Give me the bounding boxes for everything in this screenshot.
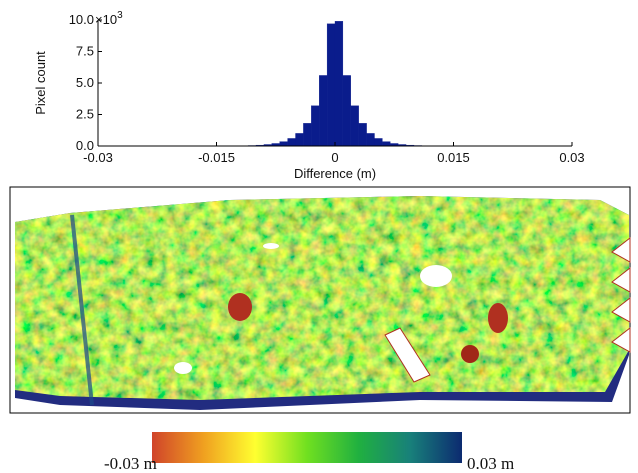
y-multiplier: ×103 [95,10,123,27]
colorbar-min-label: -0.03 m [104,454,157,473]
x-tick-label: 0.015 [437,150,470,165]
bar [287,138,296,147]
x-tick-label: 0.03 [559,150,584,165]
y-tick-label: 0.0 [76,138,94,153]
y-tick-label: 10.0 [69,12,94,27]
y-tick-label: 5.0 [76,75,94,90]
y-tick-label: 2.5 [76,107,94,122]
bar [350,105,359,147]
bar [279,141,288,147]
bar [326,23,336,147]
bar [342,75,351,147]
colorbar [152,432,462,463]
bar [358,123,367,147]
x-tick-label: -0.03 [83,150,113,165]
x-tick-label: -0.015 [198,150,235,165]
y-tick-label: 7.5 [76,44,94,59]
surface-map [9,186,631,414]
x-tick-label: 0 [331,150,338,165]
bar [303,123,312,147]
colorbar-max-label: 0.03 m [467,454,514,473]
x-axis-label: Difference (m) [294,166,376,181]
bar [295,133,304,147]
bar [319,75,328,147]
bar [311,105,320,147]
bar [334,21,344,147]
bar [366,133,375,147]
bar [382,141,391,147]
bar [374,138,383,147]
y-axis-label: Pixel count [33,51,48,115]
